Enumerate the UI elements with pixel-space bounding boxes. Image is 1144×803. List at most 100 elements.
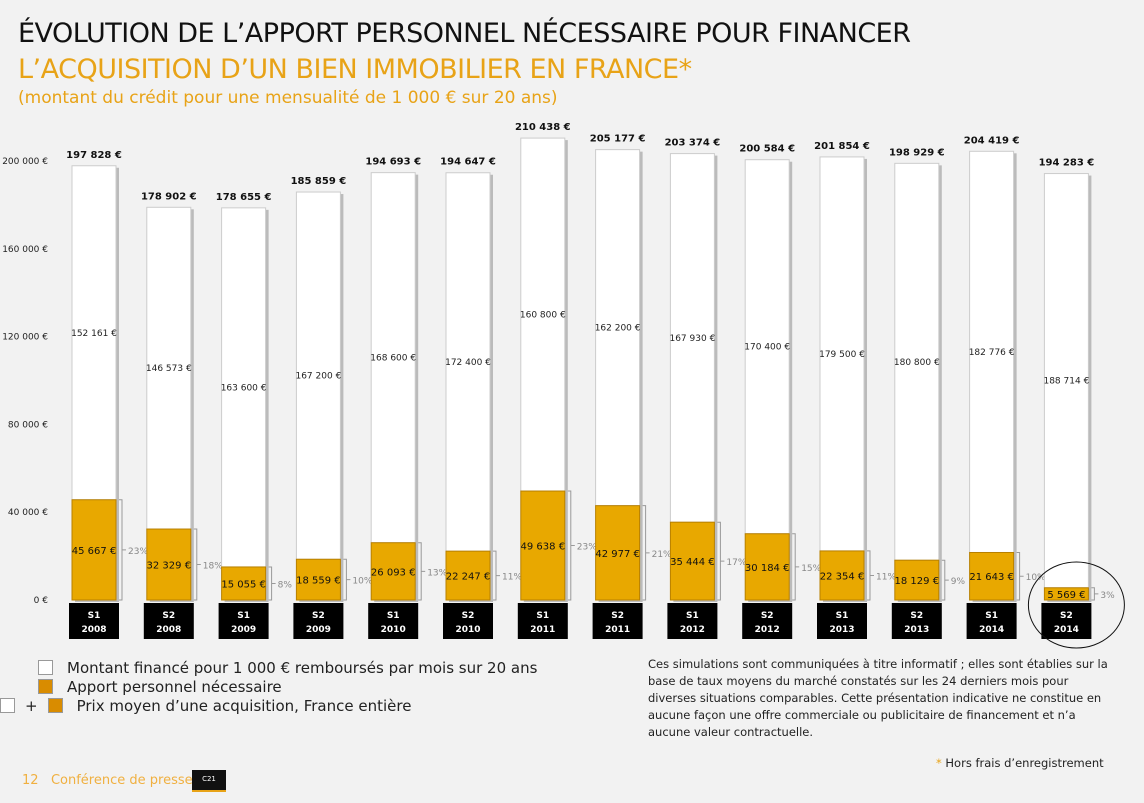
category-box — [443, 603, 493, 639]
footnote-star: * — [936, 756, 942, 770]
percent-bracket — [119, 499, 126, 601]
apport-label: 42 977 € — [595, 549, 640, 560]
category-label-semester: S1 — [686, 611, 699, 621]
apport-label: 5 569 € — [1047, 590, 1085, 601]
total-label: 200 584 € — [739, 144, 795, 155]
apport-label: 32 329 € — [147, 561, 192, 572]
percent-label: 11% — [502, 573, 522, 583]
category-label-year: 2012 — [680, 625, 705, 635]
percent-bracket — [343, 558, 351, 601]
bar-apport — [295, 558, 341, 601]
financed-label: 162 200 € — [595, 324, 641, 334]
bar-financed — [146, 206, 192, 530]
total-label: 210 438 € — [515, 122, 571, 133]
financed-label: 167 930 € — [669, 334, 715, 344]
total-label: 204 419 € — [964, 135, 1020, 146]
percent-label: 10% — [352, 577, 372, 587]
bar-apport — [1043, 587, 1089, 601]
category-label-year: 2010 — [381, 625, 406, 635]
percent-bracket — [567, 490, 575, 601]
y-tick-label: 80 000 € — [8, 420, 48, 430]
category-label-semester: S1 — [536, 611, 549, 621]
percent-bracket — [642, 505, 650, 601]
total-label: 198 929 € — [889, 147, 945, 158]
y-tick-label: 0 € — [34, 596, 49, 606]
bar-apport — [969, 551, 1015, 601]
category-label-year: 2014 — [1054, 625, 1079, 635]
category-box — [891, 603, 942, 639]
category-label-year: 2014 — [979, 625, 1004, 635]
percent-label: 21% — [652, 550, 672, 560]
total-label: 178 655 € — [216, 192, 272, 203]
category-box — [69, 603, 119, 639]
category-box — [143, 603, 194, 639]
bar-financed — [295, 191, 341, 560]
category-label-year: 2008 — [81, 625, 106, 635]
percent-bracket — [493, 550, 500, 601]
percent-label: 8% — [278, 580, 293, 590]
bar-apport — [71, 499, 117, 601]
financed-label: 163 600 € — [221, 383, 267, 393]
total-label: 197 828 € — [66, 150, 122, 161]
total-label: 194 283 € — [1039, 158, 1095, 169]
percent-bracket — [792, 533, 800, 601]
bar-apport — [894, 559, 940, 601]
legend-item-apport: Apport personnel nécessaire — [38, 677, 537, 696]
category-box — [966, 603, 1017, 639]
footnote-text: Hors frais d’enregistrement — [941, 756, 1104, 770]
percent-bracket — [418, 542, 426, 601]
bar-financed — [744, 159, 790, 535]
apport-label: 30 184 € — [745, 563, 790, 574]
bar-apport — [445, 550, 491, 601]
percent-label: 17% — [726, 558, 746, 568]
y-tick-label: 40 000 € — [8, 508, 48, 518]
apport-label: 21 643 € — [969, 572, 1014, 583]
legend-label: Prix moyen d’une acquisition, France ent… — [76, 696, 412, 715]
category-label-year: 2011 — [530, 625, 555, 635]
century21-logo: C21 — [192, 770, 226, 792]
percent-label: 15% — [801, 564, 821, 574]
category-label-year: 2009 — [231, 625, 256, 635]
category-label-semester: S1 — [237, 611, 250, 621]
bar-apport — [146, 528, 192, 601]
bar-financed — [595, 149, 641, 507]
category-label-semester: S2 — [312, 611, 325, 621]
bar-apport — [595, 505, 641, 601]
apport-label: 49 638 € — [521, 542, 566, 553]
bar-financed — [969, 150, 1015, 553]
financed-label: 172 400 € — [445, 358, 491, 368]
apport-label: 15 055 € — [221, 579, 266, 590]
financed-label: 182 776 € — [969, 348, 1015, 358]
apport-label: 22 354 € — [820, 571, 865, 582]
bar-apport — [221, 566, 267, 601]
percent-bracket — [1016, 551, 1024, 601]
category-label-semester: S1 — [836, 611, 849, 621]
bar-apport — [520, 490, 566, 601]
total-label: 194 693 € — [365, 157, 421, 168]
total-label: 203 374 € — [665, 138, 721, 149]
category-label-semester: S1 — [387, 611, 400, 621]
total-label: 185 859 € — [291, 176, 347, 187]
category-label-year: 2008 — [156, 625, 181, 635]
category-label-year: 2012 — [755, 625, 780, 635]
total-label: 194 647 € — [440, 157, 496, 168]
financed-label: 168 600 € — [370, 354, 416, 364]
category-label-semester: S2 — [910, 611, 923, 621]
footer-label: Conférence de presse — [50, 773, 193, 788]
category-box — [218, 603, 269, 639]
apport-label: 26 093 € — [371, 567, 416, 578]
category-box — [517, 603, 568, 639]
percent-label: 13% — [427, 568, 447, 578]
page-number: 12 — [22, 773, 39, 788]
highlight-circle — [1027, 561, 1125, 649]
category-label-semester: S2 — [462, 611, 475, 621]
category-box — [592, 603, 643, 639]
orange-swatch — [38, 679, 53, 694]
bar-apport — [744, 533, 790, 601]
category-box — [293, 603, 344, 639]
category-label-semester: S1 — [985, 611, 998, 621]
category-box — [817, 603, 867, 639]
title-line-1: ÉVOLUTION DE L’APPORT PERSONNEL NÉCESSAI… — [18, 18, 911, 49]
percent-bracket — [717, 521, 725, 601]
financed-label: 180 800 € — [894, 358, 940, 368]
